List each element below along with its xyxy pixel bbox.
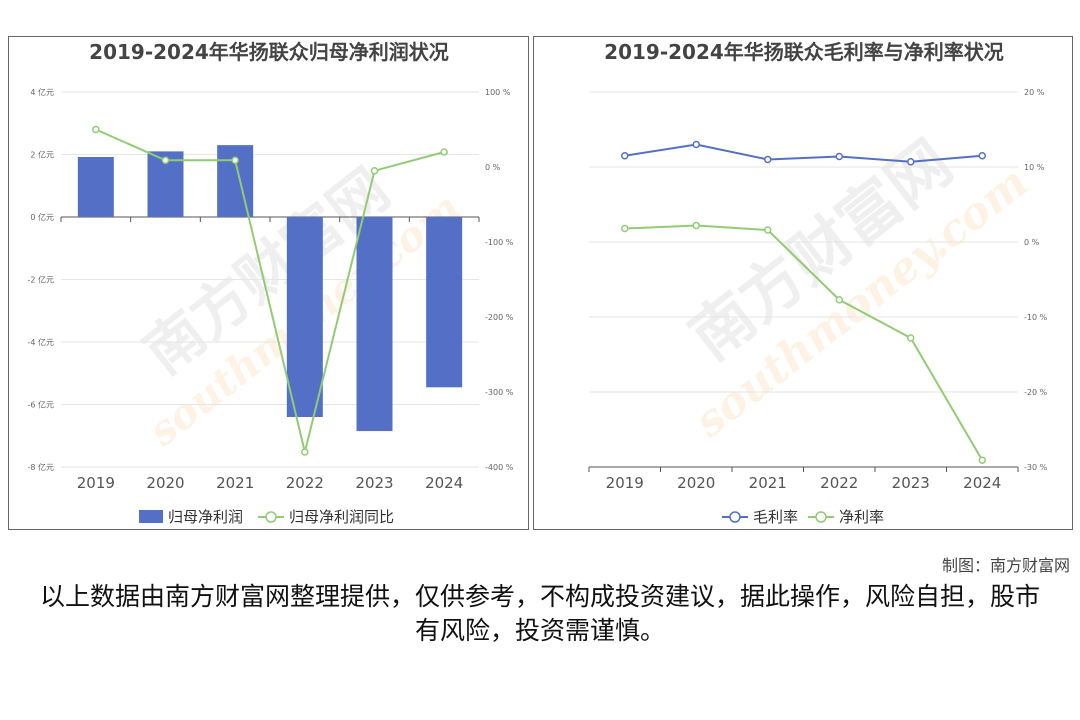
legend-label: 毛利率 [753,508,798,526]
yoy-line [95,128,445,453]
x-tick-label: 2020 [677,474,715,492]
legend: 毛利率 净利率 [722,508,884,526]
y-left-tick-label: -4 亿元 [27,337,54,347]
bar-2022 [286,217,323,417]
yoy-point-2021 [231,156,239,164]
yoy-point-2022 [301,448,309,456]
legend-label: 净利率 [839,508,884,526]
series-point-2020 [692,221,700,230]
legend-label-line: 归母净利润同比 [289,508,394,526]
y-right-tick-label: 20 % [1024,88,1045,97]
x-tick-label: 2019 [77,474,115,492]
y-right-tick-label: 100 % [485,88,511,97]
series-point-2023 [907,334,915,342]
y-left-tick-label: 4 亿元 [30,87,54,97]
y-right-tick-label: -20 % [1024,388,1048,397]
bar-2023 [356,217,393,432]
series-line-净利率 [624,224,984,461]
legend-swatch-point [815,511,827,523]
series-line-毛利率 [624,143,983,163]
y-right-tick-label: -10 % [1024,313,1048,322]
x-tick-label: 2024 [425,474,463,492]
y-right-tick-label: -300 % [485,388,514,397]
net-profit-chart-panel: 南方财富网southmoney.com2019-2024年华扬联众归母净利润状况… [8,36,529,530]
x-tick-label: 2024 [963,474,1001,492]
y-right-tick-label: -100 % [485,238,514,247]
yoy-point-2019 [92,125,100,134]
series-point-2019 [621,152,629,160]
series-point-2020 [692,140,700,149]
series-point-2024 [978,456,986,464]
y-left-tick-label: -6 亿元 [27,400,54,410]
bar-2021 [217,145,254,217]
series-point-2021 [764,155,772,164]
y-right-tick-label: 10 % [1024,163,1045,172]
x-tick-label: 2019 [606,474,644,492]
y-right-tick-label: -30 % [1024,463,1048,472]
y-right-tick-label: -400 % [485,463,514,472]
y-right-tick-label: 0 % [1024,238,1040,247]
legend-label-bar: 归母净利润 [168,508,243,526]
chart-title: 2019-2024年华扬联众毛利率与净利率状况 [604,40,1004,64]
net-profit-chart: 南方财富网southmoney.com2019-2024年华扬联众归母净利润状况… [27,40,514,526]
legend-swatch-bar [139,510,163,523]
legend: 归母净利润 归母净利润同比 [139,508,394,526]
series-point-2023 [907,158,915,166]
y-left-tick-label: 0 亿元 [30,212,54,222]
chart-credit: 制图：南方财富网 [941,556,1070,575]
chart-title: 2019-2024年华扬联众归母净利润状况 [89,40,449,64]
y-right-tick-label: 0 % [485,163,501,172]
bar-2024 [426,217,463,388]
disclaimer-text: 以上数据由南方财富网整理提供，仅供参考，不构成投资建议，据此操作，风险自担，股市… [40,582,1041,645]
series-point-2019 [621,224,629,233]
legend-swatch-point [729,511,741,523]
series-point-2021 [764,226,772,234]
y-left-tick-label: -2 亿元 [27,275,54,285]
x-tick-label: 2021 [216,474,254,492]
x-tick-label: 2022 [286,474,324,492]
y-left-tick-label: -8 亿元 [27,462,54,472]
x-tick-label: 2020 [146,474,184,492]
y-left-tick-label: 2 亿元 [30,150,54,160]
y-right-tick-label: -200 % [485,313,514,322]
legend-swatch-point [265,511,277,523]
yoy-point-2024 [440,148,448,156]
series-point-2022 [835,296,843,304]
x-tick-label: 2021 [749,474,787,492]
margin-chart-panel: 南方财富网 southmoney.com 2019-2024年华扬联众毛利率与净利率… [533,36,1073,530]
series-point-2022 [835,152,843,161]
x-tick-label: 2023 [355,474,393,492]
yoy-point-2023 [370,167,379,175]
yoy-point-2020 [161,156,170,164]
x-tick-label: 2022 [820,474,858,492]
x-tick-label: 2023 [892,474,930,492]
bar-2019 [77,157,114,217]
series-point-2024 [978,152,986,160]
